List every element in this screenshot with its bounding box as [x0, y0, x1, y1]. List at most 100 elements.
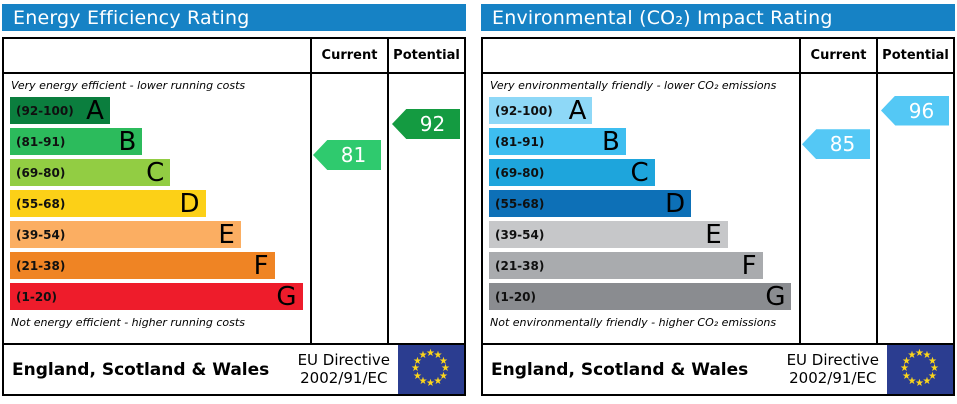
band-range-label: (69-80)	[495, 165, 545, 180]
eu-flag-star: ★	[426, 378, 435, 389]
band-letter: C	[630, 157, 649, 188]
band-range-label: (69-80)	[16, 165, 66, 180]
eu-directive-line1: EU Directive	[786, 350, 879, 369]
region-label: England, Scotland & Wales	[491, 359, 749, 380]
eu-flag-star: ★	[907, 350, 917, 361]
current-rating-arrow: 85	[802, 129, 870, 160]
energy-bottom-note: Not energy efficient - higher running co…	[11, 316, 245, 329]
band-letter: G	[276, 281, 297, 312]
eu-flag-star: ★	[927, 370, 937, 382]
eu-directive-label: EU Directive 2002/91/EC	[786, 350, 879, 387]
band-letter: D	[665, 188, 686, 219]
eu-flag-star: ★	[441, 363, 450, 374]
band-letter: F	[741, 250, 757, 281]
eu-flag-star: ★	[418, 375, 428, 387]
eu-flag-star: ★	[922, 350, 932, 361]
band-range-label: (55-68)	[16, 196, 66, 211]
band-range-label: (81-91)	[16, 134, 66, 149]
band-letter: A	[86, 95, 104, 126]
environmental-rating-table: Current Potential Very environmentally f…	[481, 37, 955, 345]
region-label: England, Scotland & Wales	[12, 359, 270, 380]
potential-rating-arrow: 96	[881, 95, 949, 126]
energy-bands-cell: Very energy efficient - lower running co…	[4, 74, 310, 343]
current-column-header: Current	[799, 39, 876, 72]
band-row-g: (1-20) G	[10, 283, 303, 310]
band-range-label: (1-20)	[16, 289, 57, 304]
eu-flag-star: ★	[900, 363, 909, 374]
potential-column-header: Potential	[387, 39, 464, 72]
band-letter: C	[146, 157, 165, 188]
current-column-header: Current	[310, 39, 387, 72]
eu-flag-star: ★	[411, 363, 420, 374]
eu-flag-star: ★	[915, 348, 924, 359]
eu-flag-star: ★	[438, 355, 448, 367]
band-letter: E	[705, 219, 722, 250]
band-row-e: (39-54) E	[10, 221, 241, 248]
eu-flag-star: ★	[922, 375, 932, 387]
environmental-potential-column	[876, 74, 953, 343]
eu-directive-line1: EU Directive	[297, 350, 390, 369]
energy-panel-title: Energy Efficiency Rating	[13, 6, 250, 29]
band-range-label: (39-54)	[16, 227, 66, 242]
band-row-f: (21-38) F	[489, 252, 763, 279]
environmental-panel-title: Environmental (CO₂) Impact Rating	[492, 6, 833, 29]
energy-current-column	[310, 74, 387, 343]
band-row-b: (81-91) B	[10, 128, 143, 155]
band-range-label: (39-54)	[495, 227, 545, 242]
energy-footer: England, Scotland & Wales EU Directive 2…	[2, 343, 466, 396]
band-letter: D	[179, 188, 200, 219]
energy-table-header-row: Current Potential	[4, 39, 464, 74]
band-range-label: (21-38)	[16, 258, 66, 273]
band-row-f: (21-38) F	[10, 252, 275, 279]
environmental-bands-cell: Very environmentally friendly - lower CO…	[483, 74, 799, 343]
current-rating-arrow: 81	[313, 140, 381, 170]
environmental-table-body: Very environmentally friendly - lower CO…	[483, 74, 953, 343]
band-row-c: (69-80) C	[489, 159, 655, 186]
environmental-bands-container: (92-100) A (81-91) B (69-80) C (55-68) D (39-54)…	[489, 97, 793, 310]
band-row-g: (1-20) G	[489, 281, 792, 312]
environmental-top-note: Very environmentally friendly - lower CO…	[490, 79, 777, 92]
band-row-a: (92-100) A	[489, 95, 593, 126]
band-range-label: (81-91)	[495, 134, 545, 149]
band-letter: A	[568, 95, 587, 126]
band-row-d: (55-68) D	[489, 188, 692, 219]
band-letter: G	[765, 281, 786, 312]
eu-flag-star: ★	[433, 350, 443, 361]
potential-column-header: Potential	[876, 39, 953, 72]
environmental-impact-panel: Environmental (CO₂) Impact Rating Curren…	[481, 4, 955, 396]
eu-flag-star: ★	[418, 350, 428, 361]
band-row-c: (69-80) C	[10, 157, 171, 188]
energy-bands-container: (92-100) A (81-91) B (69-80) C (55-68) D (39-54)…	[10, 97, 304, 310]
eu-flag: ★ ★ ★ ★ ★ ★ ★ ★ ★ ★ ★ ★	[887, 345, 953, 394]
potential-rating-arrow: 92	[392, 109, 460, 139]
eu-directive-label: EU Directive 2002/91/EC	[297, 350, 390, 387]
eu-flag-star: ★	[902, 370, 911, 382]
energy-rating-table: Current Potential Very energy efficient …	[2, 37, 466, 345]
eu-flag-star: ★	[426, 348, 435, 359]
band-row-a: (92-100) A	[10, 97, 110, 124]
eu-flag-star: ★	[413, 370, 422, 382]
eu-flag-star: ★	[438, 370, 448, 382]
band-column-header-spacer	[4, 39, 310, 72]
energy-top-note: Very energy efficient - lower running co…	[11, 79, 246, 92]
eu-directive-line2: 2002/91/EC	[300, 368, 388, 387]
band-column-header-spacer	[483, 39, 799, 72]
eu-flag-star: ★	[930, 363, 939, 374]
epc-charts: Energy Efficiency Rating Current Potenti…	[2, 4, 955, 396]
band-row-d: (55-68) D	[10, 190, 206, 217]
environmental-title-bar: Environmental (CO₂) Impact Rating	[481, 4, 955, 31]
environmental-bottom-note: Not environmentally friendly - higher CO…	[490, 316, 777, 329]
band-letter: F	[253, 250, 269, 281]
band-range-label: (92-100)	[16, 103, 74, 118]
eu-flag: ★ ★ ★ ★ ★ ★ ★ ★ ★ ★ ★ ★	[398, 345, 464, 394]
band-range-label: (1-20)	[495, 289, 536, 304]
energy-efficiency-panel: Energy Efficiency Rating Current Potenti…	[2, 4, 466, 396]
eu-directive-line2: 2002/91/EC	[789, 368, 877, 387]
eu-flag-star: ★	[907, 375, 917, 387]
band-range-label: (55-68)	[495, 196, 545, 211]
energy-title-bar: Energy Efficiency Rating	[2, 4, 466, 31]
environmental-current-column	[799, 74, 876, 343]
environmental-table-header-row: Current Potential	[483, 39, 953, 74]
eu-flag-star: ★	[433, 375, 443, 387]
band-range-label: (92-100)	[495, 103, 553, 118]
